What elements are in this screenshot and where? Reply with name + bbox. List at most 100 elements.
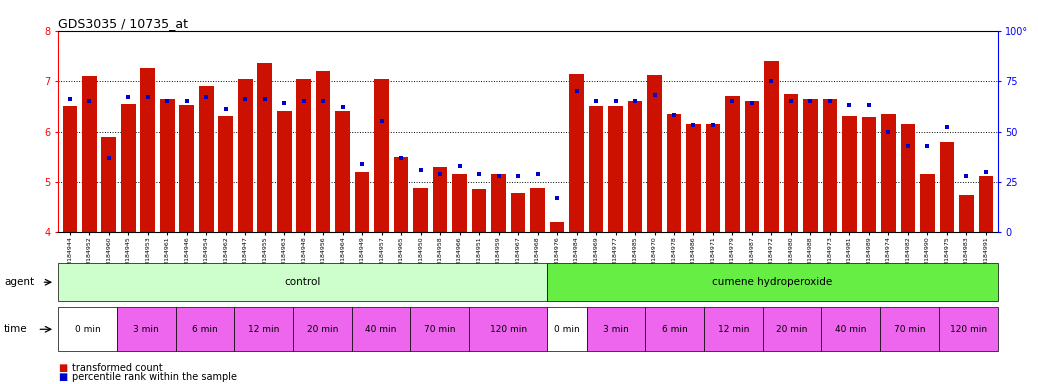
Bar — [550, 222, 565, 232]
Text: agent: agent — [4, 277, 34, 287]
Text: 40 min: 40 min — [835, 325, 867, 334]
Point — [802, 98, 819, 104]
Bar — [959, 195, 974, 232]
Point — [374, 118, 390, 124]
Bar — [238, 79, 252, 232]
Point — [139, 94, 156, 100]
Point — [412, 167, 429, 173]
Point — [120, 94, 137, 100]
Bar — [375, 79, 389, 232]
Bar — [433, 167, 447, 232]
Point — [237, 96, 253, 102]
Point — [900, 142, 917, 149]
Bar — [706, 124, 720, 232]
Text: GDS3035 / 10735_at: GDS3035 / 10735_at — [58, 17, 188, 30]
Bar — [784, 94, 798, 232]
Point — [783, 98, 799, 104]
Bar — [491, 174, 506, 232]
Point — [665, 112, 682, 118]
Point — [198, 94, 215, 100]
Text: 0 min: 0 min — [554, 325, 580, 334]
Bar — [335, 111, 350, 232]
Bar — [939, 142, 954, 232]
Point — [296, 98, 312, 104]
Bar — [744, 101, 759, 232]
Bar — [297, 79, 311, 232]
Bar — [121, 104, 136, 232]
Point — [705, 122, 721, 129]
Text: 70 min: 70 min — [424, 325, 456, 334]
Point — [256, 96, 273, 102]
Point — [276, 100, 293, 106]
Bar — [666, 114, 681, 232]
Bar — [862, 118, 876, 232]
Point — [549, 195, 566, 201]
Bar — [979, 176, 993, 232]
Bar — [920, 174, 934, 232]
Bar — [648, 75, 662, 232]
Text: percentile rank within the sample: percentile rank within the sample — [72, 372, 237, 382]
Bar — [160, 99, 174, 232]
Point — [822, 98, 839, 104]
Point — [315, 98, 331, 104]
Point — [452, 163, 468, 169]
Text: 3 min: 3 min — [133, 325, 159, 334]
Text: cumene hydroperoxide: cumene hydroperoxide — [712, 277, 832, 287]
Point — [217, 106, 234, 113]
Bar — [822, 99, 838, 232]
Text: 0 min: 0 min — [75, 325, 101, 334]
Point — [763, 78, 780, 84]
Text: 70 min: 70 min — [894, 325, 925, 334]
Text: ■: ■ — [58, 363, 67, 373]
Point — [841, 102, 857, 108]
Point — [529, 171, 546, 177]
Text: 12 min: 12 min — [248, 325, 279, 334]
Point — [978, 169, 994, 175]
Bar — [530, 189, 545, 232]
Bar — [218, 116, 234, 232]
Bar — [316, 71, 330, 232]
Point — [81, 98, 98, 104]
Point — [725, 98, 741, 104]
Point — [685, 122, 702, 129]
Bar — [472, 189, 487, 232]
Point — [179, 98, 195, 104]
Bar — [686, 124, 701, 232]
Bar — [257, 63, 272, 232]
Point — [432, 171, 448, 177]
Bar — [413, 189, 428, 232]
Point — [510, 173, 526, 179]
Bar — [102, 137, 116, 232]
Text: 6 min: 6 min — [192, 325, 218, 334]
Text: 120 min: 120 min — [950, 325, 987, 334]
Point — [471, 171, 488, 177]
Point — [607, 98, 624, 104]
Bar — [393, 157, 408, 232]
Point — [647, 92, 663, 98]
Point — [101, 155, 117, 161]
Bar — [589, 106, 603, 232]
Bar — [569, 74, 583, 232]
Point — [880, 128, 897, 135]
Text: time: time — [4, 324, 28, 334]
Point — [627, 98, 644, 104]
Point — [958, 173, 975, 179]
Point — [919, 142, 935, 149]
Text: ■: ■ — [58, 372, 67, 382]
Bar — [62, 106, 77, 232]
Bar — [726, 96, 740, 232]
Text: 3 min: 3 min — [603, 325, 629, 334]
Text: 40 min: 40 min — [365, 325, 397, 334]
Point — [392, 155, 409, 161]
Bar — [842, 116, 856, 232]
Bar — [764, 61, 778, 232]
Text: 6 min: 6 min — [662, 325, 687, 334]
Bar — [628, 101, 643, 232]
Point — [490, 173, 507, 179]
Bar — [901, 124, 916, 232]
Point — [861, 102, 877, 108]
Point — [159, 98, 175, 104]
Bar — [140, 68, 155, 232]
Text: 120 min: 120 min — [490, 325, 527, 334]
Point — [938, 124, 955, 131]
